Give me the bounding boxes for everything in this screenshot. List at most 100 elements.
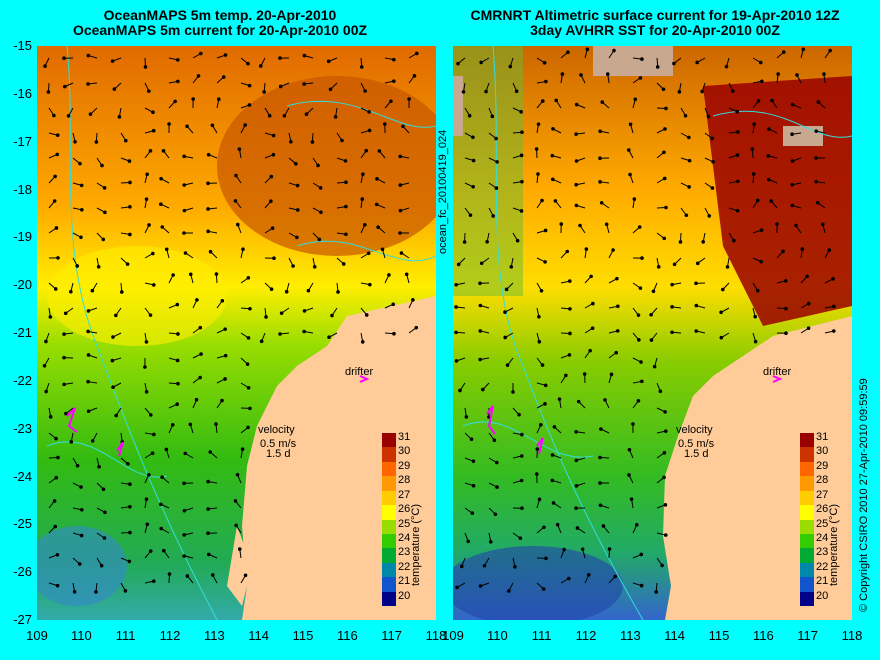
current-vector-head [387, 273, 391, 277]
current-vector-head [185, 574, 190, 578]
left-current-vectors [42, 51, 419, 594]
current-vector-head [147, 223, 151, 227]
right-current-vectors [454, 47, 836, 594]
colorbar-segment [800, 461, 814, 477]
current-vector-head [404, 272, 409, 277]
current-vector-head [62, 84, 67, 89]
current-vector-head [637, 225, 642, 229]
current-vector-head [664, 205, 668, 210]
current-vector-head [327, 335, 331, 340]
current-vector-head [672, 61, 676, 66]
current-vector-head [515, 238, 520, 243]
current-vector-head [374, 202, 379, 207]
current-vector-head [491, 214, 495, 218]
current-vector-head [662, 236, 667, 241]
current-vector-head [493, 512, 498, 517]
current-vector-head [86, 353, 91, 357]
current-vector-head [656, 265, 661, 269]
left-drifter-track-2 [116, 441, 124, 457]
current-vector-head [613, 574, 617, 579]
current-vector-head [790, 132, 794, 137]
current-vector-head [77, 562, 82, 566]
current-vector-head [271, 133, 276, 138]
current-vector-head [639, 360, 643, 364]
current-vector-head [816, 100, 821, 104]
current-vector-head [278, 84, 283, 89]
current-vector-head [208, 450, 213, 454]
current-vector-head [46, 90, 51, 94]
current-vector-head [195, 298, 199, 302]
colorbar-segment [382, 505, 396, 520]
current-vector-head [519, 209, 524, 213]
current-vector-head [259, 339, 264, 344]
current-vector-head [318, 186, 323, 190]
y-tick-label: -26 [13, 564, 32, 580]
current-vector-head [484, 89, 488, 94]
current-vector-head [367, 110, 371, 114]
current-vector-head [735, 153, 740, 157]
current-vector-head [64, 411, 68, 416]
colorbar-segment [382, 562, 396, 578]
current-vector-head [78, 161, 82, 166]
current-vector-head [392, 79, 396, 83]
forecast-filename: ocean_fc_20100419_024 [437, 129, 449, 254]
current-vector-head [753, 314, 757, 319]
current-vector-head [278, 56, 282, 60]
current-vector-head [223, 327, 227, 331]
current-vector-head [732, 238, 736, 243]
copyright-notice: © Copyright CSIRO 2010 27-Apr-2010 09:59… [858, 378, 870, 612]
current-vector-head [568, 331, 572, 336]
current-vector-head [62, 56, 66, 61]
current-vector-head [478, 584, 483, 588]
current-vector-head [221, 75, 226, 79]
current-vector-head [814, 179, 818, 184]
colorbar-tick-label: 27 [816, 488, 829, 501]
current-vector-head [247, 103, 252, 107]
x-tick-label: 110 [486, 628, 508, 643]
colorbar-segment [382, 447, 396, 463]
current-vector-head [736, 130, 740, 134]
colorbar-tick-label: 23 [816, 546, 829, 559]
current-vector-head [55, 133, 60, 138]
current-vector-head [243, 123, 247, 127]
colorbar-segment [800, 476, 814, 492]
current-vector-head [316, 163, 320, 168]
current-vector-head [454, 305, 458, 309]
current-vector-head [478, 329, 483, 333]
current-vector-head [302, 329, 306, 334]
current-vector-head [542, 61, 547, 65]
current-vector-head [790, 159, 795, 163]
current-vector-head [52, 113, 56, 118]
current-vector-head [760, 79, 764, 84]
current-vector-head [578, 223, 582, 228]
current-vector-head [151, 110, 155, 114]
current-vector-head [312, 265, 317, 269]
current-vector-head [159, 502, 163, 507]
current-vector-head [678, 240, 683, 244]
current-vector-head [540, 363, 545, 367]
current-vector-head [237, 547, 242, 551]
current-vector-head [579, 73, 583, 77]
current-vector-head [663, 503, 668, 507]
current-vector-head [148, 413, 153, 417]
current-vector-head [310, 140, 315, 144]
current-vector-head [123, 589, 128, 593]
current-vector-head [537, 497, 542, 502]
current-vector-head [766, 177, 771, 182]
current-vector-head [86, 53, 91, 58]
current-vector-head [398, 208, 403, 213]
current-vector-head [360, 197, 365, 201]
current-vector-head [494, 186, 499, 190]
current-vector-head [206, 479, 210, 484]
right-missing-data [453, 46, 823, 146]
current-vector-head [580, 547, 585, 552]
current-vector-head [317, 237, 322, 242]
current-vector-head [240, 447, 245, 451]
current-vector-head [598, 455, 602, 460]
current-vector-head [127, 559, 132, 564]
current-vector-head [182, 508, 187, 513]
current-vector-head [471, 185, 475, 189]
current-vector-head [627, 473, 631, 477]
current-vector-head [223, 377, 227, 381]
current-vector-head [519, 153, 524, 158]
